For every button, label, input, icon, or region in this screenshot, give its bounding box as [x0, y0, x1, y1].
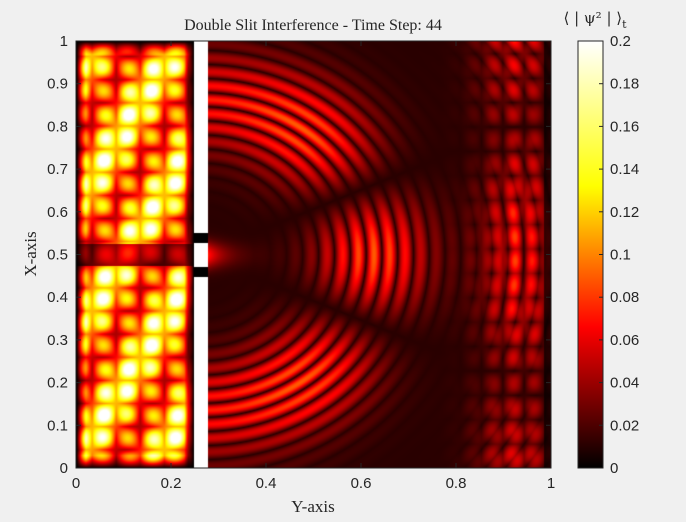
chart-title: Double Slit Interference - Time Step: 44 [184, 17, 442, 34]
y-tick-label: 0.9 [47, 76, 68, 93]
y-tick-label: 0.8 [47, 118, 68, 135]
y-tick-label: 0.2 [47, 375, 68, 392]
y-tick-label: 0.6 [47, 204, 68, 221]
x-tick-label: 0 [72, 475, 80, 492]
colorbar-tick-label: 0.04 [610, 375, 639, 392]
x-tick-label: 0.2 [161, 475, 182, 492]
colorbar-tick-label: 0.02 [610, 417, 639, 434]
x-tick-label: 1 [547, 475, 555, 492]
colorbar-label-main: ⟨ | ψ² | ⟩ [563, 9, 622, 27]
heatmap-image [76, 41, 551, 468]
colorbar-tick-label: 0.18 [610, 76, 639, 93]
colorbar-tick-label: 0.2 [610, 33, 631, 50]
y-tick-label: 1 [60, 33, 68, 50]
y-tick-label: 0 [60, 460, 68, 477]
y-axis-ticks: 0 0.1 0.2 0.3 0.4 0.5 0.6 0.7 0.8 0.9 1 [47, 33, 551, 477]
x-tick-label: 0.6 [351, 475, 372, 492]
colorbar-label: ⟨ | ψ² | ⟩t [563, 9, 627, 31]
x-tick-label: 0.8 [446, 475, 467, 492]
colorbar-tick-label: 0 [610, 460, 618, 477]
colorbar-tick-label: 0.16 [610, 118, 639, 135]
x-axis-label: Y-axis [291, 497, 334, 516]
y-tick-label: 0.5 [47, 247, 68, 264]
y-tick-label: 0.7 [47, 161, 68, 178]
colorbar-tick-label: 0.08 [610, 289, 639, 306]
colorbar-tick-label: 0.06 [610, 332, 639, 349]
y-axis-label: X-axis [21, 231, 40, 276]
colorbar-tick-label: 0.14 [610, 161, 639, 178]
colorbar-label-subscript: t [622, 18, 627, 31]
colorbar-ticks: 0 0.02 0.04 0.06 0.08 0.1 0.12 0.14 0.16 0.18 0.2 [599, 33, 639, 477]
x-tick-label: 0.4 [256, 475, 277, 492]
plot-area [75, 40, 552, 469]
y-tick-label: 0.4 [47, 289, 68, 306]
x-axis-ticks: 0 0.2 0.4 0.6 0.8 1 [72, 41, 555, 492]
y-tick-label: 0.3 [47, 332, 68, 349]
colorbar: 00.020.040.060.080.10.120.140.160.180.2 … [563, 9, 639, 477]
colorbar-tick-label: 0.12 [610, 204, 639, 221]
y-tick-label: 0.1 [47, 417, 68, 434]
colorbar-tick-label: 0.1 [610, 247, 631, 264]
